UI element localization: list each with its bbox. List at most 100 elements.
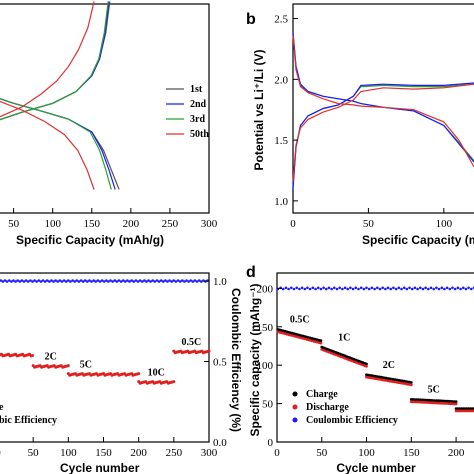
- panel-c-efficiency-point: [189, 279, 192, 282]
- panel-d-efficiency-point: [346, 287, 350, 291]
- panel-d-efficiency-point: [397, 286, 401, 290]
- panel-a-series-3rd-curve-0: [0, 98, 112, 190]
- panel-a-series-50th-curve-1: [0, 1, 95, 118]
- panel-c-x-tick-label-250: 250: [166, 447, 183, 459]
- panel-c-rate-label-2C: 2C: [45, 351, 57, 362]
- panel-b-series-green-curve-1: [292, 83, 474, 187]
- panel-d-rate-label-2C: 2C: [383, 360, 395, 371]
- panel-d-efficiency-point: [311, 286, 315, 290]
- panel-c: 2C 5C 10C 0.5C 0 50 100 150 200 250 300 0.0 0.5 1.0…: [0, 272, 243, 474]
- panel-a-x-tick-label-300: 300: [201, 218, 218, 230]
- panel-b-x-tick-label-50: 50: [363, 218, 375, 230]
- panel-d-efficiency-point: [429, 286, 433, 290]
- panel-d-efficiency-point: [445, 286, 449, 290]
- panel-a-x-tick-label-250: 250: [162, 218, 179, 230]
- panel-d-legend-label-1: Discharge: [306, 402, 349, 413]
- panel-d-rate-label-0.5C: 0.5C: [290, 315, 310, 326]
- panel-d-efficiency-point: [389, 287, 393, 291]
- panel-c-efficiency-point: [58, 279, 62, 282]
- panel-a-x-axis-label: Specific Capacity (mAh/g): [16, 233, 164, 247]
- panel-d-efficiency-point: [319, 287, 323, 291]
- panel-d-rate-label-1C: 1C: [338, 332, 350, 343]
- panel-b-y-ticks: 1.0 1.5 2.0 2.5: [274, 14, 298, 208]
- panel-d-efficiency-point: [405, 287, 409, 291]
- panel-c-efficiency-point: [79, 279, 83, 282]
- panel-c-efficiency-point: [48, 280, 51, 283]
- panel-c-efficiency-point: [90, 280, 93, 283]
- panel-c-efficiency-point: [3, 279, 7, 282]
- panel-d-efficiency-point: [362, 287, 366, 291]
- panel-c-efficiency-point: [183, 280, 186, 283]
- panel-c-efficiency-point: [71, 279, 74, 282]
- panel-d-efficiency-point: [354, 286, 358, 290]
- panel-b-series-red-curve-0: [292, 35, 474, 168]
- panel-c-efficiency-point: [41, 279, 45, 282]
- panel-c-capacity-point: [31, 354, 34, 357]
- panel-c-efficiency-point: [174, 280, 178, 283]
- panel-c-x-axis-label: Cycle number: [60, 461, 140, 474]
- panel-d-y-tick-label-100: 100: [257, 360, 274, 372]
- panel-d: d 0.5C 1C 2C 5C 0 50 100 150 200 0 50 100 150 200 C…: [246, 264, 474, 474]
- panel-c-efficiency-point: [134, 279, 138, 282]
- panel-c-efficiency-point: [178, 280, 182, 283]
- panel-c-x-tick-label-150: 150: [95, 447, 112, 459]
- panel-a-x-tick-label-50: 50: [8, 218, 20, 230]
- panel-d-x-axis-label: Cycle number: [336, 461, 416, 474]
- panel-d-discharge-point: [319, 341, 323, 345]
- panel-c-efficiency-point: [86, 280, 89, 283]
- panel-a-legend-label-1st: 1st: [190, 84, 203, 95]
- panel-d-efficiency-point: [298, 287, 301, 291]
- panel-c-efficiency-point: [138, 279, 142, 282]
- panel-a-legend-label-2nd: 2nd: [190, 99, 207, 110]
- panel-c-x-ticks: 0 50 100 150 200 250 300: [0, 437, 218, 459]
- panel-c-efficiency-point: [151, 279, 154, 282]
- panel-c-capacity-point: [172, 380, 176, 384]
- panel-b-label: b: [246, 11, 256, 28]
- panel-d-y-axis-label: Specific capacity (mAhg⁻¹): [248, 283, 262, 436]
- panel-d-efficiency-point: [343, 286, 347, 290]
- panel-c-efficiency-point: [26, 280, 30, 283]
- panel-c-efficiency-point: [43, 280, 47, 283]
- panel-d-efficiency-point: [435, 286, 438, 290]
- panel-a-x-ticks: 50 100 150 200 250 300: [8, 208, 218, 230]
- panel-c-efficiency-point: [124, 280, 127, 283]
- panel-d-efficiency-point: [295, 286, 299, 290]
- panel-d-efficiency-point: [284, 286, 288, 290]
- panel-d-efficiency-point: [416, 287, 419, 291]
- panel-c-x-tick-label-0: 0: [0, 447, 1, 459]
- panel-a-x-tick-label-200: 200: [123, 218, 140, 230]
- panel-c-efficiency-point: [56, 280, 60, 283]
- panel-c-efficiency-point: [18, 280, 22, 283]
- panel-c-capacity-point: [207, 349, 211, 353]
- panel-c-efficiency-point: [54, 279, 57, 282]
- panel-a-series-3rd-curve-1: [0, 1, 109, 121]
- panel-d-legend-marker-1: [292, 404, 298, 410]
- panel-b-y-tick-label-1.5: 1.5: [274, 135, 288, 147]
- panel-d-y-tick-label-200: 200: [257, 283, 274, 295]
- panel-c-x-tick-label-50: 50: [28, 447, 40, 459]
- panel-d-efficiency-point: [453, 287, 457, 291]
- panel-a-plot-area: [0, 1, 120, 190]
- panel-c-efficiency-point: [88, 279, 91, 282]
- panel-c-efficiency-point: [195, 280, 199, 283]
- panel-d-efficiency-point: [330, 287, 333, 291]
- panel-d-label: d: [246, 264, 256, 281]
- panel-d-frame: [276, 272, 474, 443]
- panel-c-efficiency-point: [62, 279, 66, 282]
- panel-c-efficiency-point: [73, 280, 76, 283]
- panel-b-series-blue-curve-1: [292, 82, 474, 189]
- panel-c-efficiency-point: [168, 279, 171, 282]
- panel-d-efficiency-point: [325, 287, 328, 291]
- panel-c-efficiency-point: [121, 279, 125, 282]
- panel-d-efficiency-point: [400, 287, 403, 291]
- panel-c-efficiency-point: [176, 279, 180, 282]
- panel-d-efficiency-point: [440, 286, 444, 290]
- panel-b-y-tick-label-1.0: 1.0: [274, 196, 288, 208]
- panel-c-efficiency-point: [157, 280, 161, 283]
- panel-c-efficiency-point: [98, 280, 102, 283]
- panel-c-efficiency-point: [140, 280, 144, 283]
- panel-a-legend-label-3rd: 3rd: [190, 114, 205, 125]
- panel-c-rate-label-0.5C: 0.5C: [182, 337, 202, 348]
- panel-c-efficiency-point: [69, 280, 72, 283]
